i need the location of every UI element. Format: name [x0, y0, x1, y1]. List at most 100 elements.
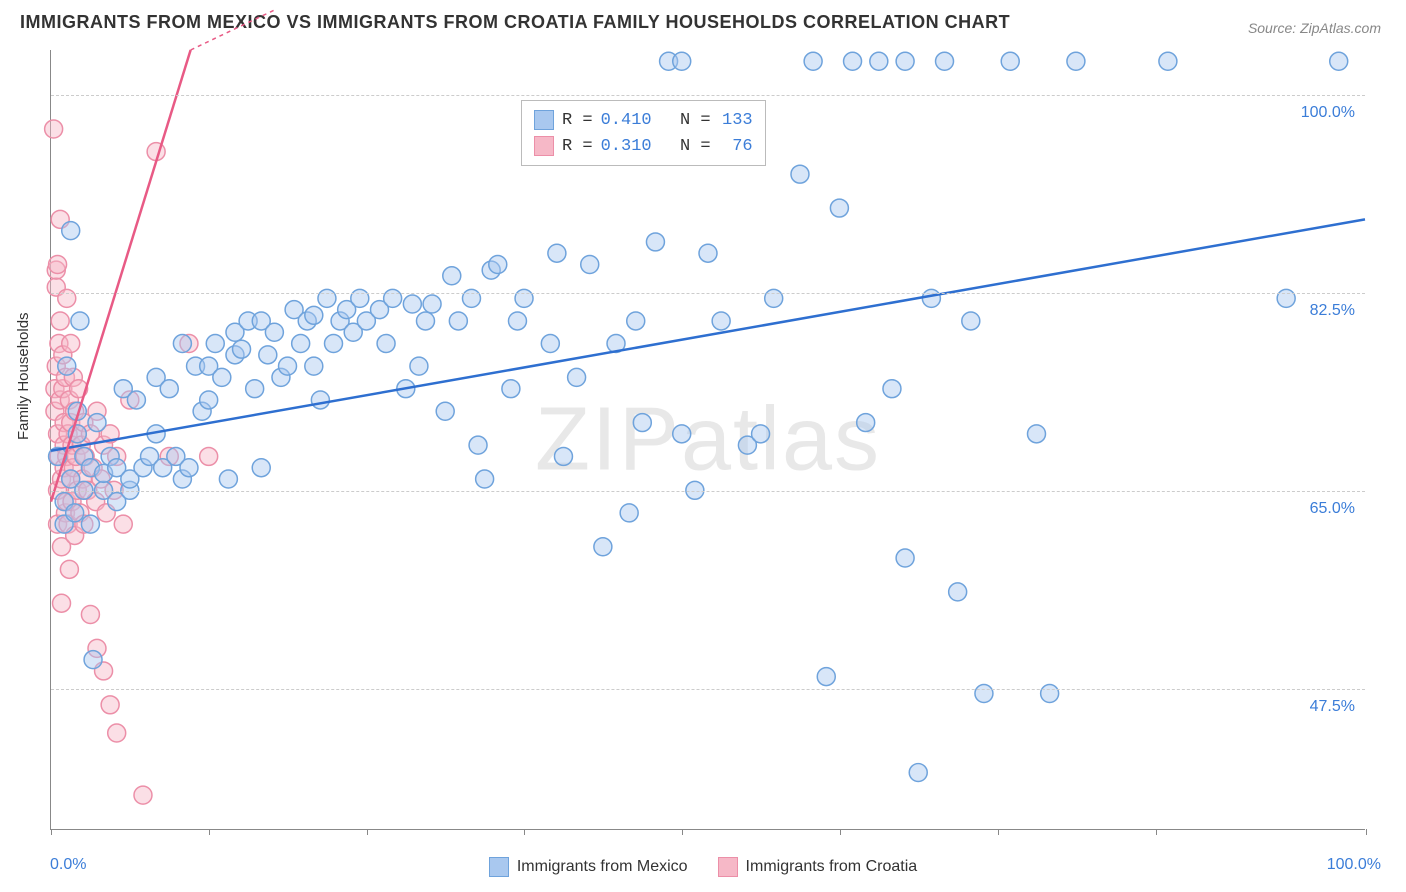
gridline [51, 293, 1365, 294]
data-point [489, 256, 507, 274]
correlation-legend: R = 0.410 N = 133 R = 0.310 N = 76 [521, 100, 766, 166]
data-point [160, 380, 178, 398]
data-point [1159, 52, 1177, 70]
data-point [265, 323, 283, 341]
data-point [311, 391, 329, 409]
data-point [305, 306, 323, 324]
data-point [581, 256, 599, 274]
y-tick-label: 65.0% [1310, 500, 1355, 518]
data-point [246, 380, 264, 398]
data-point [66, 504, 84, 522]
data-point [62, 222, 80, 240]
data-point [817, 668, 835, 686]
legend-label: Immigrants from Croatia [746, 858, 918, 876]
data-point [896, 549, 914, 567]
x-tick [51, 829, 52, 835]
legend-swatch [534, 136, 554, 156]
data-point [449, 312, 467, 330]
x-tick [524, 829, 525, 835]
data-point [502, 380, 520, 398]
data-point [51, 312, 69, 330]
legend-swatch [489, 857, 509, 877]
data-point [791, 165, 809, 183]
data-point [60, 560, 78, 578]
data-point [200, 447, 218, 465]
data-point [436, 402, 454, 420]
data-point [857, 414, 875, 432]
bottom-legend: Immigrants from Mexico Immigrants from Cr… [0, 857, 1406, 877]
data-point [84, 651, 102, 669]
data-point [508, 312, 526, 330]
gridline [51, 689, 1365, 690]
data-point [1001, 52, 1019, 70]
data-point [325, 335, 343, 353]
data-point [53, 594, 71, 612]
data-point [81, 606, 99, 624]
legend-swatch [718, 857, 738, 877]
data-point [620, 504, 638, 522]
data-point [108, 724, 126, 742]
plot-area: ZIPatlas R = 0.410 N = 133R = 0.310 N = … [50, 50, 1365, 830]
legend-r-label: R = [562, 111, 593, 130]
data-point [830, 199, 848, 217]
gridline [51, 491, 1365, 492]
legend-n-label: N = [660, 137, 711, 156]
legend-row: R = 0.310 N = 76 [534, 133, 753, 159]
data-point [259, 346, 277, 364]
x-tick [367, 829, 368, 835]
data-point [909, 764, 927, 782]
data-point [410, 357, 428, 375]
data-point [548, 244, 566, 262]
data-point [88, 414, 106, 432]
legend-r-value: 0.410 [601, 111, 652, 130]
data-point [58, 357, 76, 375]
legend-r-value: 0.310 [601, 137, 652, 156]
data-point [541, 335, 559, 353]
data-point [71, 312, 89, 330]
data-point [416, 312, 434, 330]
data-point [279, 357, 297, 375]
data-point [469, 436, 487, 454]
data-point [673, 52, 691, 70]
data-point [206, 335, 224, 353]
data-point [377, 335, 395, 353]
data-point [568, 368, 586, 386]
chart-title: IMMIGRANTS FROM MEXICO VS IMMIGRANTS FRO… [20, 12, 1010, 33]
data-point [896, 52, 914, 70]
data-point [1067, 52, 1085, 70]
data-point [219, 470, 237, 488]
data-point [752, 425, 770, 443]
x-tick [1366, 829, 1367, 835]
data-point [173, 335, 191, 353]
data-point [252, 459, 270, 477]
legend-label: Immigrants from Mexico [517, 858, 688, 876]
data-point [292, 335, 310, 353]
data-point [594, 538, 612, 556]
legend-n-value: 133 [719, 111, 753, 130]
legend-swatch [534, 110, 554, 130]
scatter-svg [51, 50, 1365, 829]
legend-r-label: R = [562, 137, 593, 156]
trend-line [51, 50, 191, 502]
data-point [1041, 685, 1059, 703]
data-point [403, 295, 421, 313]
legend-n-value: 76 [719, 137, 753, 156]
data-point [45, 120, 63, 138]
data-point [180, 459, 198, 477]
y-tick-label: 100.0% [1301, 104, 1355, 122]
x-tick [1156, 829, 1157, 835]
data-point [554, 447, 572, 465]
data-point [114, 515, 132, 533]
data-point [870, 52, 888, 70]
bottom-legend-item: Immigrants from Croatia [718, 857, 918, 877]
y-tick-label: 47.5% [1310, 698, 1355, 716]
gridline [51, 95, 1365, 96]
x-tick-label: 100.0% [1327, 856, 1381, 874]
source-attribution: Source: ZipAtlas.com [1248, 20, 1381, 36]
data-point [101, 696, 119, 714]
data-point [423, 295, 441, 313]
data-point [936, 52, 954, 70]
y-tick-label: 82.5% [1310, 302, 1355, 320]
data-point [213, 368, 231, 386]
data-point [134, 786, 152, 804]
